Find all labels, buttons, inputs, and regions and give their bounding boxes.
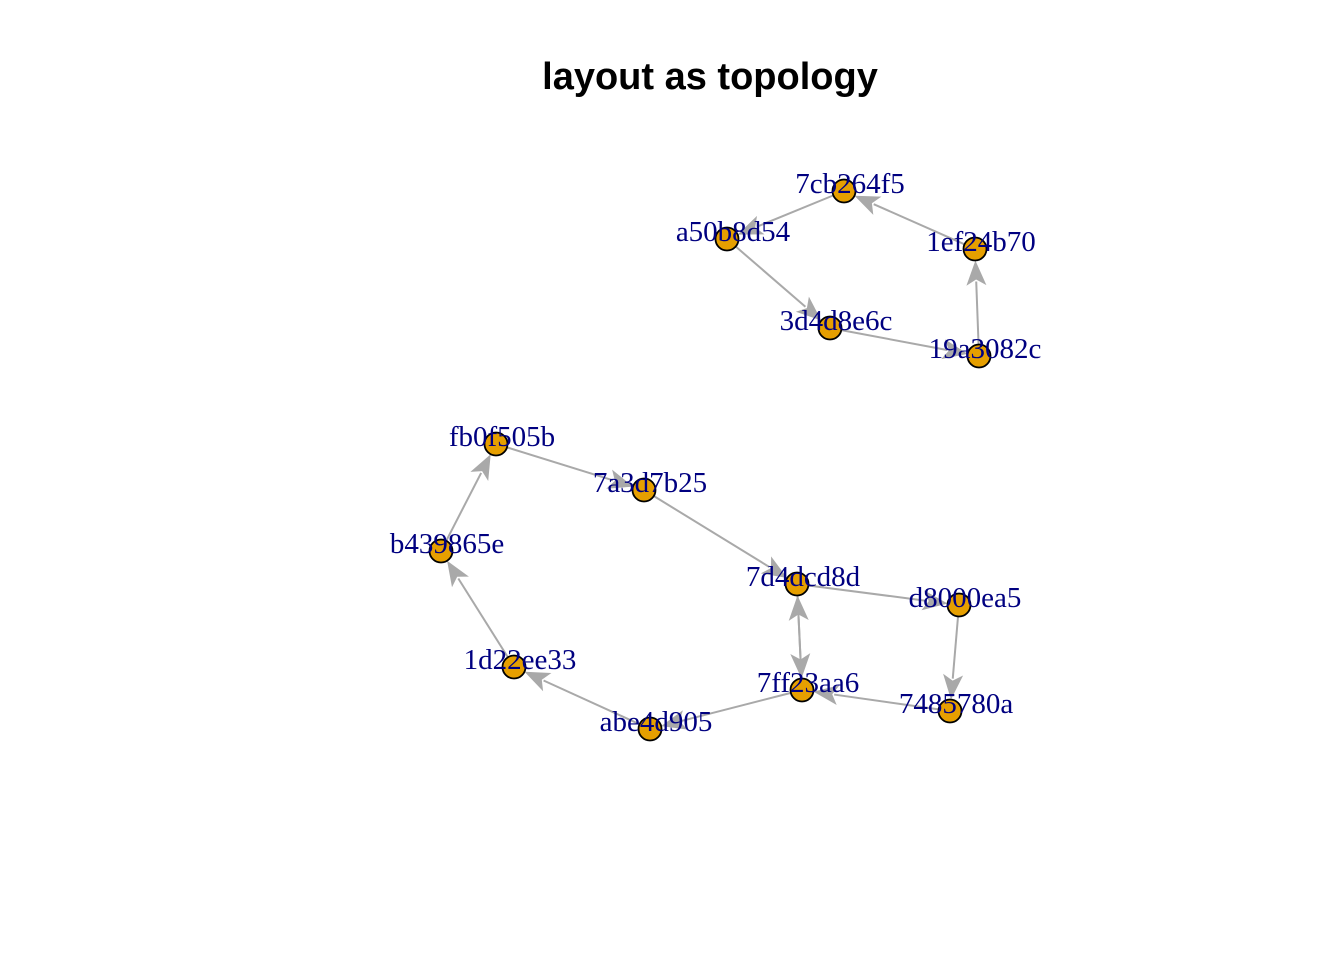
edge-abe4d905-to-1d22ee33 [524,671,640,726]
nodes-layer [428,178,992,742]
edge-arrowhead [760,556,788,578]
edge-3d4d8e6c-to-19a3082c [841,329,968,360]
node-7d4dcd8d [784,571,810,597]
node-label-7cb264f5: 7cb264f5 [795,168,905,200]
node-3d4d8e6c [817,315,843,341]
node-label-a50b8d54: a50b8d54 [676,216,791,248]
edge-line [681,691,792,722]
edge-line [653,495,770,568]
edge-arrowhead [966,260,987,286]
node-label-1d22ee33: 1d22ee33 [464,644,577,676]
edge-line [808,584,927,602]
node-fb0f505b [483,431,509,457]
edge-19a3082c-to-1ef24b70 [966,260,987,345]
edge-arrowhead [813,685,840,705]
edge-line [506,446,614,482]
node-label-abe4d905: abe4d905 [600,706,713,738]
edge-line [543,679,640,726]
edge-7cb264f5-to-a50b8d54 [737,194,834,235]
node-label-7a3d7b25: 7a3d7b25 [593,467,707,499]
edge-arrowhead [737,215,765,235]
node-a50b8d54 [714,226,740,252]
edge-line [796,595,802,658]
edge-7a3d7b25-to-7d4dcd8d [653,495,788,578]
node-7a3d7b25 [631,477,657,503]
edge-7d4dcd8d-to-d8000ea5 [808,584,948,611]
edge-arrowhead [795,296,822,321]
page-title: layout as topology [542,56,878,98]
edge-arrowhead [661,710,688,730]
edge-line [756,194,834,228]
edge-line [834,693,939,711]
node-label-1ef24b70: 1ef24b70 [926,226,1036,258]
node-1ef24b70 [962,236,988,262]
edge-line [975,281,980,345]
edge-arrowhead [790,653,811,679]
edge-arrowhead [921,590,948,611]
edge-arrowhead [941,339,968,360]
node-label-b439865e: b439865e [390,528,504,560]
edge-7485780a-to-7ff23aa6 [813,685,939,711]
node-label-19a3082c: 19a3082c [929,333,1042,365]
edge-arrowhead [854,195,882,215]
node-7485780a [937,698,963,724]
edge-arrowhead [524,671,552,692]
edge-fb0f505b-to-7a3d7b25 [506,446,633,489]
node-label-7d4dcd8d: 7d4dcd8d [746,561,861,593]
node-label-7ff23aa6: 7ff23aa6 [757,667,860,699]
edge-7d4dcd8d-to-7ff23aa6 [790,595,811,679]
node-label-7485780a: 7485780a [899,688,1014,720]
edge-arrowhead [943,673,964,700]
edges-layer [445,194,987,730]
node-7cb264f5 [831,178,857,204]
edge-line [951,616,960,679]
edge-arrowhead [447,560,469,588]
edge-arrowhead [606,469,633,489]
edge-7ff23aa6-to-abe4d905 [661,691,792,730]
node-b439865e [428,538,454,564]
node-label-fb0f505b: fb0f505b [449,421,555,453]
edge-1d22ee33-to-b439865e [447,560,509,658]
edge-line [457,577,509,658]
edge-d8000ea5-to-7485780a [943,616,964,700]
node-19a3082c [966,343,992,369]
edge-arrowhead [470,454,491,481]
edge-line [445,472,483,542]
node-7ff23aa6 [789,677,815,703]
edge-a50b8d54-to-3d4d8e6c [735,245,822,321]
edge-line [735,245,807,308]
edge-line [841,329,948,351]
edge-b439865e-to-fb0f505b [445,454,491,542]
edge-line [873,203,965,246]
node-label-d8000ea5: d8000ea5 [909,582,1022,614]
node-1d22ee33 [501,654,527,680]
node-label-3d4d8e6c: 3d4d8e6c [780,305,893,337]
node-d8000ea5 [946,592,972,618]
edge-1ef24b70-to-7cb264f5 [854,195,965,246]
node-abe4d905 [637,716,663,742]
